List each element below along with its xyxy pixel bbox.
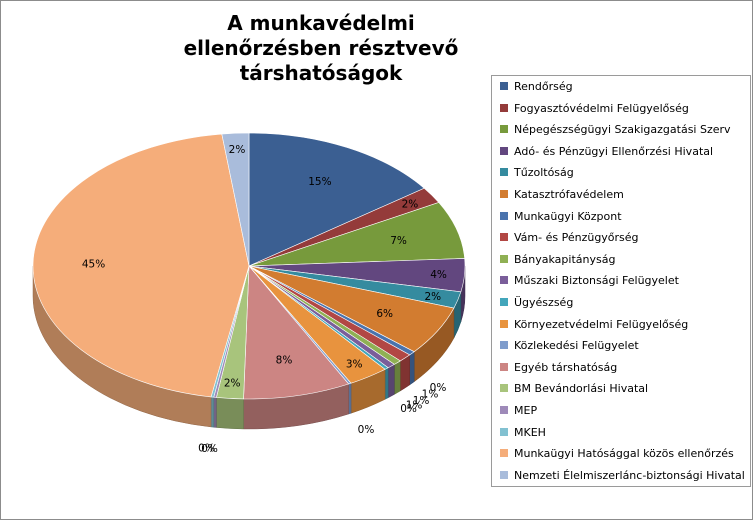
pie-side-10: [387, 363, 395, 399]
legend-item-7: Munkaügyi Központ: [492, 206, 750, 228]
data-label-14: 8%: [276, 354, 293, 366]
legend-item-11: Ügyészség: [492, 292, 750, 314]
data-label-4: 4%: [430, 269, 447, 281]
legend-item-13: Közlekedési Felügyelet: [492, 335, 750, 357]
pie-side-16: [213, 396, 217, 428]
data-label-13: 0%: [358, 424, 375, 436]
legend-label: Nemzeti Élelmiszerlánc-biztonsági Hivata…: [514, 468, 745, 482]
data-label-9: 1%: [413, 395, 430, 407]
legend-item-18: Munkaügyi Hatósággal közös ellenőrzés: [492, 443, 750, 465]
pie-slice-1: [248, 132, 425, 267]
legend-item-19: Nemzeti Élelmiszerlánc-biztonsági Hivata…: [492, 465, 750, 487]
legend-label: Rendőrség: [514, 80, 573, 93]
pie-slice-19: [221, 132, 250, 267]
pie-labels: 15%2%7%4%2%6%0%1%1%1%0%3%0%8%2%0%0%45%2%: [82, 144, 447, 455]
legend-item-17: MKEH: [492, 422, 750, 444]
legend-swatch: [500, 211, 508, 220]
data-label-7: 0%: [430, 382, 447, 394]
legend-item-5: Tűzoltóság: [492, 162, 750, 184]
data-label-10: 1%: [406, 400, 423, 412]
data-label-18: 45%: [82, 259, 105, 271]
legend-swatch: [500, 427, 508, 436]
data-label-6: 6%: [376, 308, 393, 320]
legend-swatch: [500, 297, 508, 306]
data-label-11: 0%: [400, 403, 417, 415]
legend-label: Tűzoltóság: [514, 166, 574, 180]
pie-side-15: [216, 397, 244, 430]
legend-item-16: MEP: [492, 400, 750, 422]
legend-label: BM Bevándorlási Hivatal: [514, 382, 649, 396]
pie-side-7: [409, 351, 415, 386]
legend-swatch: [500, 405, 508, 414]
pie-side-13: [348, 382, 352, 415]
legend-item-2: Fogyasztóvédelmi Felügyelőség: [492, 98, 750, 120]
legend-label: MKEH: [514, 425, 546, 439]
legend-swatch: [500, 125, 508, 134]
data-label-16: 0%: [201, 443, 218, 455]
legend-swatch: [500, 319, 508, 328]
data-label-8: 1%: [422, 388, 439, 400]
legend-item-12: Környezetvédelmi Felügyelőség: [492, 314, 750, 336]
legend-item-1: Rendőrség: [492, 76, 750, 98]
legend-item-10: Műszaki Biztonsági Felügyelet: [492, 270, 750, 292]
legend-swatch: [500, 189, 508, 198]
legend-label: Munkaügyi Hatósággal közös ellenőrzés: [514, 447, 734, 461]
legend: Rendőrség Fogyasztóvédelmi Felügyelőség Né…: [491, 75, 751, 488]
legend-item-8: Vám- és Pénzügyőrség: [492, 227, 750, 249]
legend-label: Fogyasztóvédelmi Felügyelőség: [514, 101, 689, 115]
legend-item-15: BM Bevándorlási Hivatal: [492, 378, 750, 400]
pie-side-9: [394, 360, 401, 395]
legend-label: Műszaki Biztonsági Felügyelet: [514, 274, 679, 288]
data-label-12: 3%: [346, 359, 363, 371]
data-label-1: 15%: [308, 176, 331, 188]
legend-swatch: [500, 254, 508, 263]
legend-item-3: Népegészségügyi Szakigazgatási Szerv: [492, 119, 750, 141]
legend-swatch: [500, 103, 508, 112]
pie-slice-18: [32, 133, 250, 398]
legend-swatch: [500, 384, 508, 393]
pie-slice-14: [243, 265, 350, 400]
legend-item-14: Egyéb társhatóság: [492, 357, 750, 379]
data-label-19: 2%: [229, 144, 246, 156]
legend-swatch: [500, 449, 508, 458]
data-label-5: 2%: [424, 291, 441, 303]
pie-chart: 15%2%7%4%2%6%0%1%1%1%0%3%0%8%2%0%0%45%2%: [32, 132, 466, 455]
legend-label: Ügyészség: [514, 295, 574, 309]
legend-item-4: Adó- és Pénzügyi Ellenőrzési Hivatal: [492, 141, 750, 163]
legend-label: MEP: [514, 403, 538, 417]
pie-side-17: [210, 396, 214, 428]
legend-swatch: [500, 341, 508, 350]
legend-label: Közlekedési Felügyelet: [514, 339, 639, 353]
legend-label: Katasztrófavédelem: [514, 187, 624, 201]
legend-label: Vám- és Pénzügyőrség: [514, 231, 639, 245]
data-label-17: 0%: [198, 443, 215, 455]
legend-label: Adó- és Pénzügyi Ellenőrzési Hivatal: [514, 144, 714, 158]
legend-swatch: [500, 168, 508, 177]
legend-swatch: [500, 362, 508, 371]
legend-label: Bányakapitányság: [514, 252, 616, 266]
legend-label: Munkaügyi Központ: [514, 209, 622, 223]
legend-swatch: [500, 82, 508, 90]
legend-swatch: [500, 276, 508, 285]
chart-title: A munkavédelmi ellenőrzésben résztvevő t…: [183, 11, 459, 85]
legend-label: Környezetvédelmi Felügyelőség: [514, 317, 689, 331]
legend-swatch: [500, 233, 508, 242]
data-label-15: 2%: [224, 378, 241, 390]
pie-top-faces: [32, 132, 466, 400]
legend-swatch: [500, 470, 508, 479]
pie-side-11: [384, 367, 389, 400]
data-label-3: 7%: [390, 235, 407, 247]
legend-label: Népegészségügyi Szakigazgatási Szerv: [514, 123, 731, 137]
legend-item-9: Bányakapitányság: [492, 249, 750, 271]
legend-item-6: Katasztrófavédelem: [492, 184, 750, 206]
legend-swatch: [500, 146, 508, 155]
legend-label: Egyéb társhatóság: [514, 360, 618, 374]
data-label-2: 2%: [402, 199, 419, 211]
